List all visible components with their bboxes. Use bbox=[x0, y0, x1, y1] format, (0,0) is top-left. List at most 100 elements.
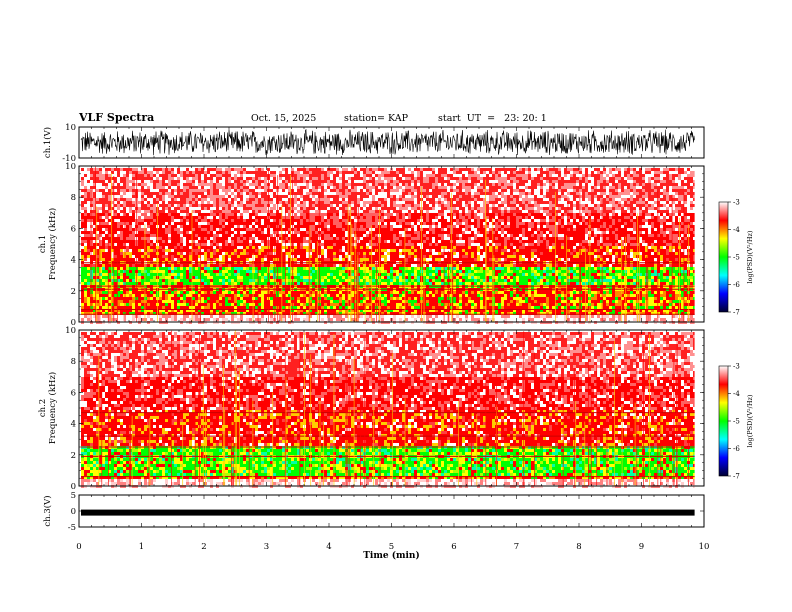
spectrogram-cell bbox=[222, 228, 225, 231]
spectrogram-cell bbox=[132, 207, 135, 210]
spectrogram-cell bbox=[96, 273, 99, 276]
spectrogram-cell bbox=[141, 219, 144, 222]
spectrogram-cell bbox=[93, 171, 96, 174]
spectrogram-cell bbox=[225, 189, 228, 192]
spectrogram-cell bbox=[345, 213, 348, 216]
spectrogram-cell bbox=[327, 231, 330, 234]
spectrogram-cell bbox=[360, 195, 363, 198]
spectrogram-cell bbox=[153, 240, 156, 243]
spectrogram-cell bbox=[306, 300, 309, 303]
spectrogram-cell bbox=[312, 267, 315, 270]
spectrogram-cell bbox=[99, 297, 102, 300]
spectrogram-cell bbox=[222, 198, 225, 201]
spectrogram-cell bbox=[129, 312, 132, 315]
spectrogram-cell bbox=[165, 186, 168, 189]
spectrogram-cell bbox=[108, 228, 111, 231]
spectrogram-cell bbox=[234, 270, 237, 273]
spectrogram-cell bbox=[195, 249, 198, 252]
spectrogram-cell bbox=[216, 183, 219, 186]
spectrogram-cell bbox=[306, 249, 309, 252]
spectrogram-cell bbox=[183, 309, 186, 312]
spectrogram-cell bbox=[204, 213, 207, 216]
spectrogram-cell bbox=[147, 201, 150, 204]
spectrogram-cell bbox=[189, 207, 192, 210]
spectrogram-cell bbox=[270, 210, 273, 213]
spectrogram-cell bbox=[84, 180, 87, 183]
spectrogram-cell bbox=[192, 204, 195, 207]
spectrogram-cell bbox=[162, 189, 165, 192]
spectrogram-cell bbox=[126, 273, 129, 276]
spectrogram-cell bbox=[180, 198, 183, 201]
spectrogram-cell bbox=[105, 207, 108, 210]
spectrogram-cell bbox=[141, 183, 144, 186]
spectrogram-cell bbox=[213, 267, 216, 270]
spectrogram-cell bbox=[108, 168, 111, 171]
spectrogram-cell bbox=[186, 255, 189, 258]
spectrogram-cell bbox=[294, 207, 297, 210]
spectrogram-cell bbox=[363, 231, 366, 234]
spectrogram-cell bbox=[105, 252, 108, 255]
spectrogram-cell bbox=[132, 192, 135, 195]
spectrogram-cell bbox=[312, 246, 315, 249]
spectrogram-cell bbox=[342, 249, 345, 252]
spectrogram-cell bbox=[366, 270, 369, 273]
spectrogram-cell bbox=[123, 201, 126, 204]
spectrogram-cell bbox=[228, 315, 231, 318]
spectrogram-cell bbox=[204, 267, 207, 270]
spectrogram-cell bbox=[186, 186, 189, 189]
spectrogram-cell bbox=[147, 186, 150, 189]
spectrogram-cell bbox=[366, 180, 369, 183]
spectrogram-cell bbox=[195, 303, 198, 306]
spectrogram-cell bbox=[288, 300, 291, 303]
spectrogram-cell bbox=[354, 171, 357, 174]
spectrogram-cell bbox=[132, 267, 135, 270]
spectrogram-cell bbox=[246, 198, 249, 201]
spectrogram-cell bbox=[294, 198, 297, 201]
spectrogram-cell bbox=[174, 291, 177, 294]
spectrogram-cell bbox=[333, 231, 336, 234]
spectrogram-cell bbox=[228, 273, 231, 276]
spectrogram-cell bbox=[303, 168, 306, 171]
spectrogram-cell bbox=[129, 186, 132, 189]
spectrogram-cell bbox=[207, 282, 210, 285]
spectrogram-cell bbox=[111, 312, 114, 315]
spectrogram-cell bbox=[300, 309, 303, 312]
spectrogram-cell bbox=[138, 240, 141, 243]
spectrogram-cell bbox=[93, 318, 96, 321]
spectrogram-cell bbox=[351, 177, 354, 180]
spectrogram-cell bbox=[102, 216, 105, 219]
spectrogram-cell bbox=[294, 240, 297, 243]
spectrogram-cell bbox=[216, 306, 219, 309]
spectrogram-cell bbox=[219, 243, 222, 246]
spectrogram-cell bbox=[348, 240, 351, 243]
spectrogram-cell bbox=[120, 192, 123, 195]
spectrogram-cell bbox=[339, 222, 342, 225]
spectrogram-cell bbox=[111, 249, 114, 252]
spectrogram-cell bbox=[348, 201, 351, 204]
spectrogram-cell bbox=[360, 225, 363, 228]
spectrogram-cell bbox=[363, 189, 366, 192]
spectrogram-cell bbox=[87, 201, 90, 204]
spectrogram-cell bbox=[150, 189, 153, 192]
spectrogram-cell bbox=[261, 225, 264, 228]
spectrogram-cell bbox=[216, 222, 219, 225]
spectrogram-cell bbox=[201, 198, 204, 201]
spectrogram-cell bbox=[114, 303, 117, 306]
spectrogram-cell bbox=[114, 177, 117, 180]
spectrogram-cell bbox=[180, 246, 183, 249]
spectrogram-cell bbox=[102, 255, 105, 258]
spectrogram-cell bbox=[225, 183, 228, 186]
spectrogram-cell bbox=[330, 318, 333, 321]
spectrogram-cell bbox=[309, 297, 312, 300]
spectrogram-cell bbox=[162, 171, 165, 174]
spectrogram-cell bbox=[324, 234, 327, 237]
spectrogram-cell bbox=[270, 198, 273, 201]
spectrogram-cell bbox=[210, 216, 213, 219]
spectrogram-cell bbox=[327, 318, 330, 321]
spectrogram-cell bbox=[90, 204, 93, 207]
spectrogram-cell bbox=[204, 270, 207, 273]
spectrogram-cell bbox=[294, 168, 297, 171]
spectrogram-cell bbox=[240, 189, 243, 192]
spectrogram-cell bbox=[117, 270, 120, 273]
spectrogram-cell bbox=[216, 204, 219, 207]
